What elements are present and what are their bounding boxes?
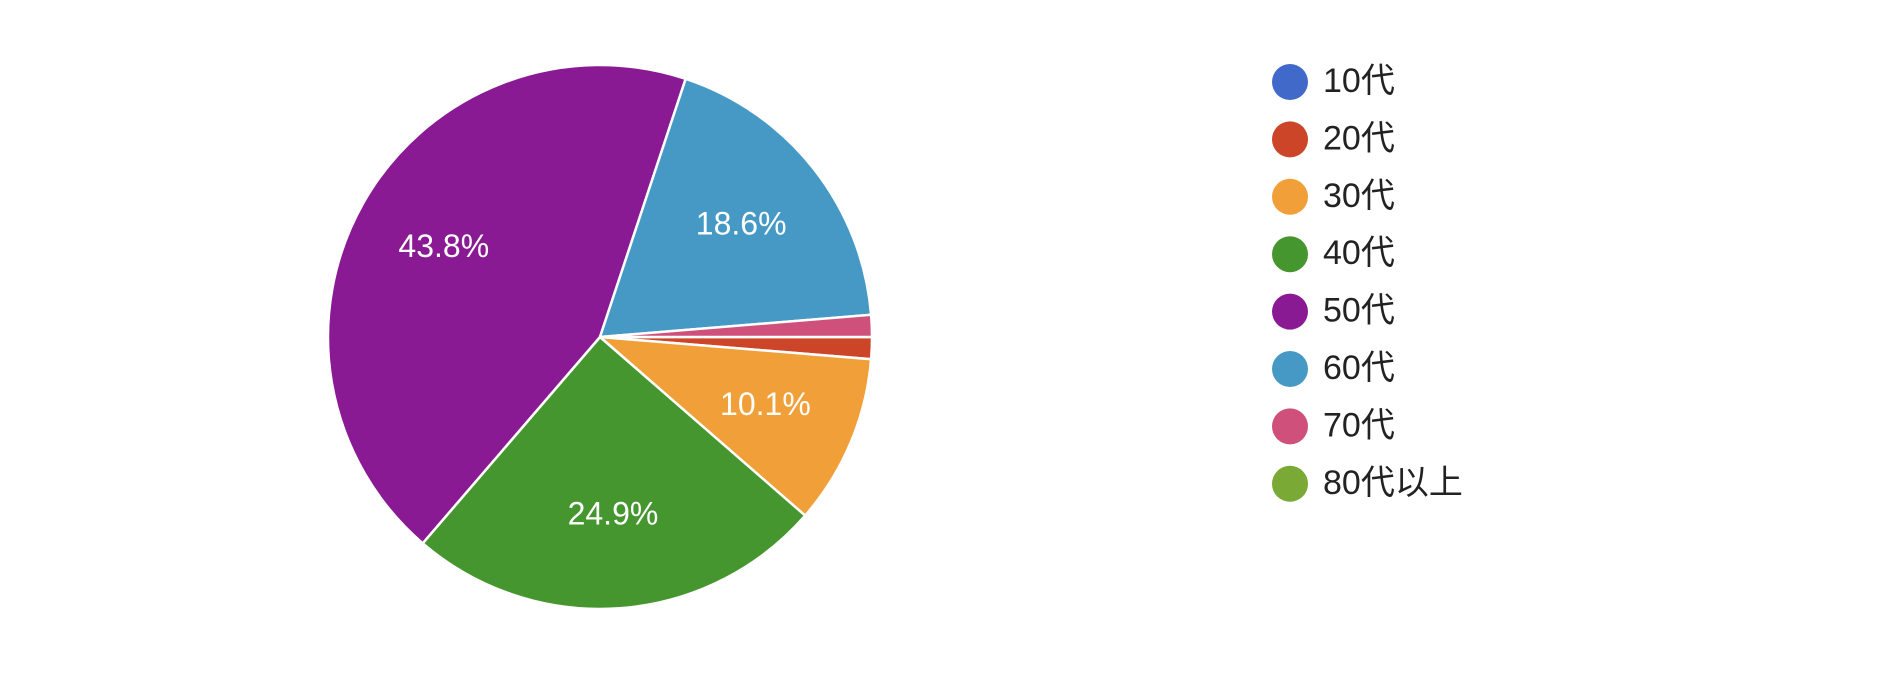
legend-label: 80代以上 [1323, 464, 1463, 502]
legend-marker [1272, 293, 1308, 330]
pie-slice [598, 77, 873, 339]
legend-label: 40代 [1323, 234, 1395, 272]
legend-marker [1272, 236, 1308, 273]
legend-marker [1272, 351, 1308, 387]
legend-label: 30代 [1323, 177, 1395, 215]
legend-label: 20代 [1323, 119, 1395, 157]
slice-label: 18.6% [696, 206, 787, 242]
legend-marker [1272, 64, 1308, 100]
legend-marker [1272, 178, 1308, 215]
slice-label: 10.1% [720, 386, 811, 422]
pie-slice [599, 313, 874, 339]
legend-marker [1272, 408, 1308, 445]
legend-label: 60代 [1323, 349, 1395, 387]
legend-label: 10代 [1323, 62, 1395, 100]
legend-marker [1272, 121, 1308, 158]
pie-slice [326, 63, 688, 546]
legend-label: 70代 [1323, 406, 1395, 444]
slice-label: 43.8% [398, 228, 489, 264]
pie-slice [420, 335, 807, 611]
pie-slice [596, 335, 873, 518]
legend-marker [1272, 465, 1308, 502]
slice-label: 24.9% [568, 496, 659, 532]
legend-label: 50代 [1323, 292, 1395, 330]
